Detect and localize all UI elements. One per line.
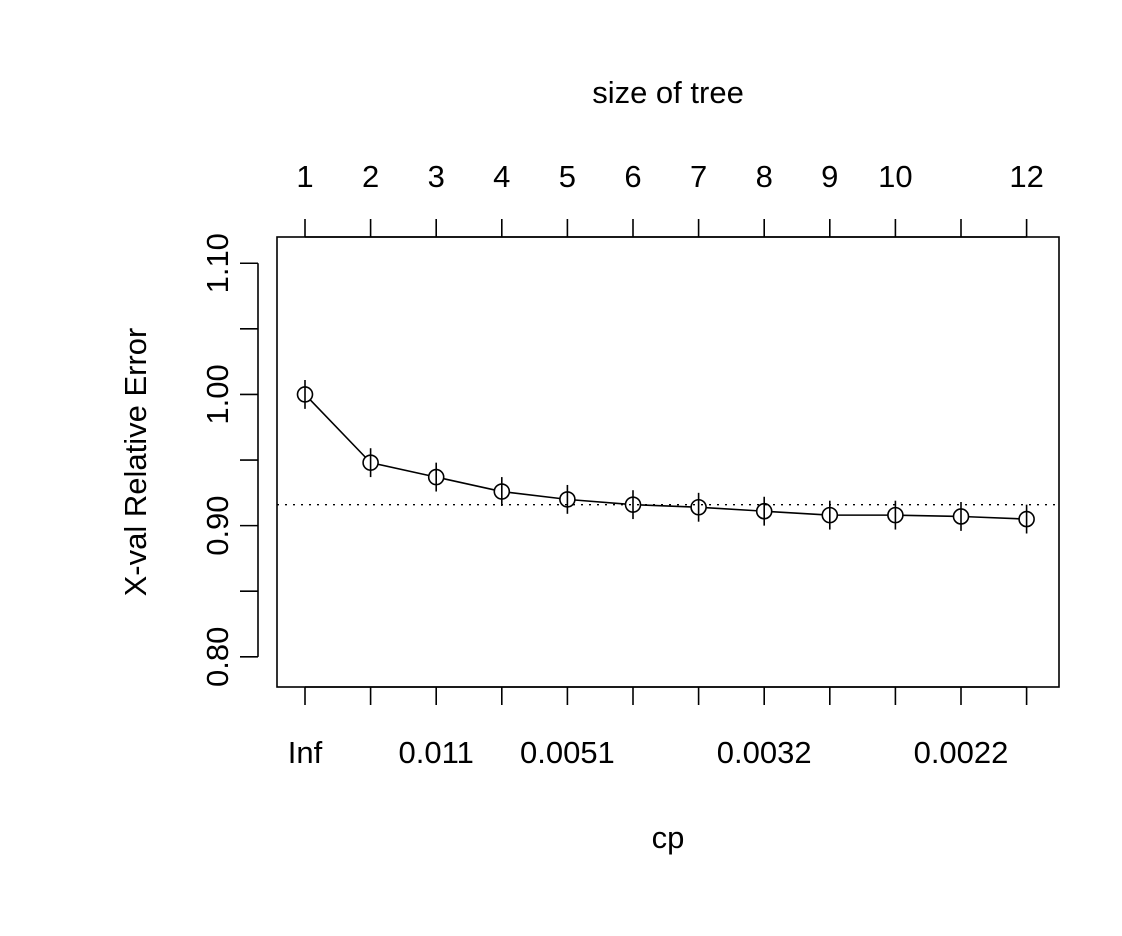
- data-point: [427, 468, 445, 486]
- top-tick-label: 12: [1009, 159, 1043, 194]
- top-tick-label: 10: [878, 159, 912, 194]
- series-segment: [574, 499, 626, 505]
- y-tick-label: 1.00: [200, 364, 235, 424]
- plot-frame: [276, 236, 1060, 688]
- data-point: [952, 508, 970, 525]
- series-segment: [309, 399, 366, 458]
- series-segment: [377, 463, 430, 477]
- data-point: [362, 454, 379, 471]
- data-point: [887, 506, 904, 524]
- series-segment: [771, 510, 823, 516]
- data-point: [493, 483, 511, 500]
- bottom-tick-label: 0.0032: [717, 735, 812, 770]
- bottom-tick-label: 0.0051: [520, 735, 615, 770]
- top-tick-label: 3: [428, 159, 445, 194]
- top-tick-label: 6: [624, 159, 641, 194]
- series-segment: [902, 514, 954, 518]
- series-segment: [968, 515, 1020, 520]
- data-point: [690, 498, 707, 516]
- top-tick-label: 2: [362, 159, 379, 194]
- top-tick-label: 4: [493, 159, 510, 194]
- bottom-tick-label: 0.011: [399, 735, 474, 770]
- top-tick-label: 1: [296, 159, 313, 194]
- top-tick-label: 7: [690, 159, 707, 194]
- top-tick-label: 9: [821, 159, 838, 194]
- series-segment: [640, 504, 692, 508]
- y-tick-label: 1.10: [200, 233, 235, 293]
- data-point: [821, 506, 839, 524]
- data-point: [624, 496, 642, 513]
- series-segment: [509, 491, 561, 500]
- top-tick-label: 8: [756, 159, 773, 194]
- data-point: [755, 502, 773, 520]
- bottom-tick-label: Inf: [288, 735, 323, 770]
- y-tick-label: 0.90: [200, 495, 235, 555]
- top-tick-label: 5: [559, 159, 576, 194]
- x-axis-title: cp: [652, 820, 685, 855]
- series-segment: [706, 506, 757, 512]
- data-point: [559, 491, 576, 508]
- top-axis-title: size of tree: [592, 75, 744, 110]
- y-tick-label: 0.80: [200, 627, 235, 687]
- y-axis-title: X-val Relative Error: [118, 328, 153, 597]
- bottom-tick-label: 0.0022: [914, 735, 1009, 770]
- data-point: [296, 386, 314, 403]
- series-segment: [443, 477, 495, 491]
- data-point: [1018, 510, 1035, 528]
